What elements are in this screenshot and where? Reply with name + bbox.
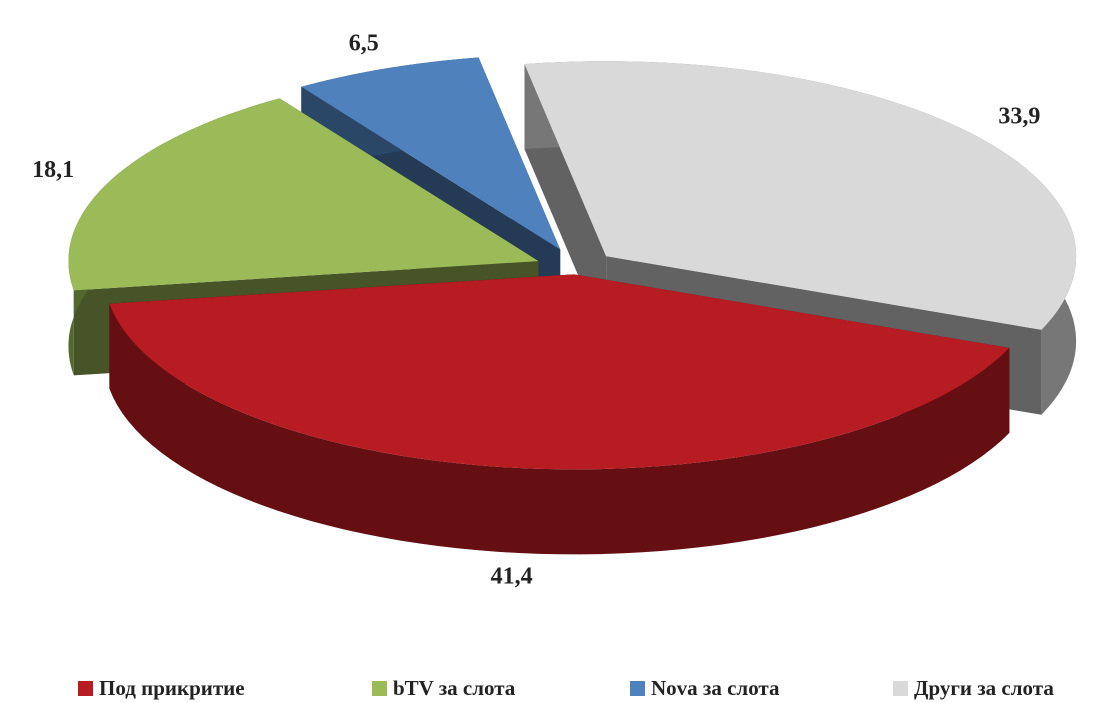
legend-label: Nova за слота (651, 676, 780, 700)
data-label: 41,4 (491, 564, 533, 590)
pie-slice (109, 274, 1010, 555)
data-label: 18,1 (32, 157, 74, 183)
legend-swatch (893, 681, 908, 696)
slice-top (524, 61, 1077, 330)
data-label: 33,9 (998, 103, 1040, 129)
slice-wall (109, 303, 1010, 555)
legend-label: bTV за слота (393, 676, 516, 700)
slice-top (68, 98, 539, 291)
slice-top (109, 274, 1010, 470)
slice-top (301, 57, 561, 250)
legend-label: Други за слота (914, 676, 1054, 700)
data-label: 6,5 (349, 30, 379, 56)
legend-swatch (630, 681, 645, 696)
legend-label: Под прикритие (99, 676, 245, 700)
legend-swatch (78, 681, 93, 696)
legend-swatch (372, 681, 387, 696)
